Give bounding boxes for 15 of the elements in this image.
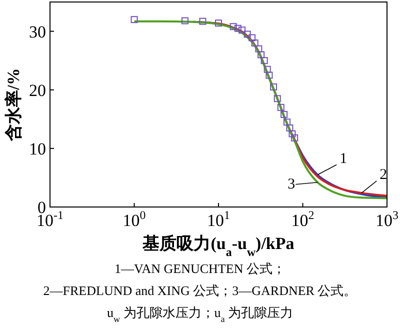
text: 2—FREDLUND and XING 公式；3—GARDNER 公式。	[43, 283, 357, 298]
x-tick-label: 10$^{1}$	[207, 208, 230, 230]
x-tick-label: 10$^{3}$	[376, 208, 399, 230]
y-axis-title: 含水率/%	[4, 68, 23, 142]
text: 1—VAN GENUCHTEN 公式；	[114, 261, 286, 276]
y-tick-label: 30	[29, 22, 46, 42]
y-tick-label: 10	[29, 139, 46, 158]
x-axis-title: 基质吸力(u$_{a}$-u$_{w}$)/kPa	[142, 234, 295, 259]
series-label: 2	[380, 166, 388, 183]
series-label: 1	[340, 150, 348, 167]
x-tick-label: 10$^{0}$	[122, 208, 146, 230]
text: u$_{w}$ 为孔隙水压力；u$_{a}$ 为孔隙压力	[106, 305, 294, 324]
x-tick-label: 10$^{2}$	[291, 208, 314, 230]
series-label: 3	[288, 176, 296, 192]
y-tick-label: 20	[29, 80, 46, 100]
